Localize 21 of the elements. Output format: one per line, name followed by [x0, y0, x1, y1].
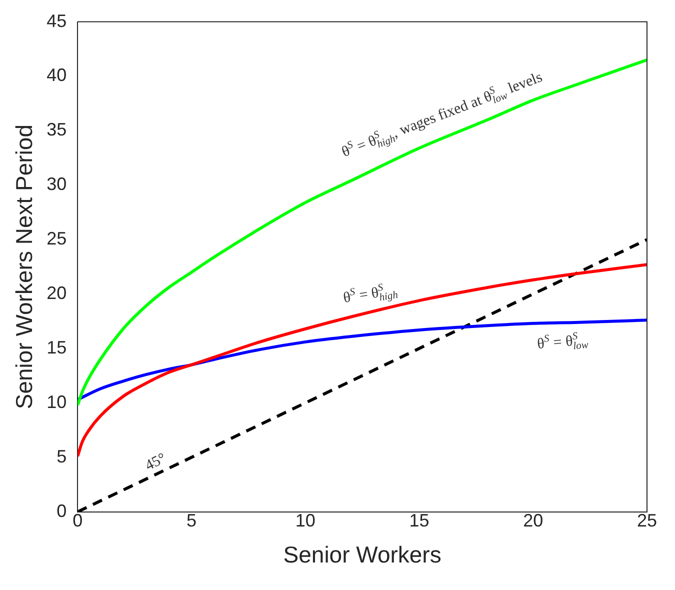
y-tick-label: 45	[46, 10, 67, 31]
y-tick-label: 30	[46, 174, 67, 194]
annotation: 45°	[142, 450, 169, 474]
y-tick-label: 15	[46, 337, 67, 358]
text: θS = θShigh, wages fixed at θSlow levels	[340, 69, 545, 161]
x-tick-label: 15	[409, 510, 430, 531]
x-tick-label: 0	[72, 510, 83, 531]
y-tick-label: 20	[46, 282, 67, 303]
y-axis-title: Senior Workers Next Period	[11, 124, 38, 410]
x-tick-label: 20	[523, 510, 544, 531]
y-tick-label: 25	[46, 228, 67, 249]
y-tick-label: 10	[46, 392, 67, 412]
y-tick-label: 35	[46, 120, 67, 140]
line-series	[78, 318, 647, 402]
x-tick-label: 25	[636, 510, 658, 531]
line-series	[78, 58, 647, 407]
y-tick-label: 40	[46, 65, 67, 86]
x-tick-label: 5	[186, 510, 197, 531]
x-axis-title: Senior Workers	[283, 542, 442, 568]
y-tick-label: 5	[56, 446, 67, 466]
x-tick-label: 10	[295, 510, 316, 531]
